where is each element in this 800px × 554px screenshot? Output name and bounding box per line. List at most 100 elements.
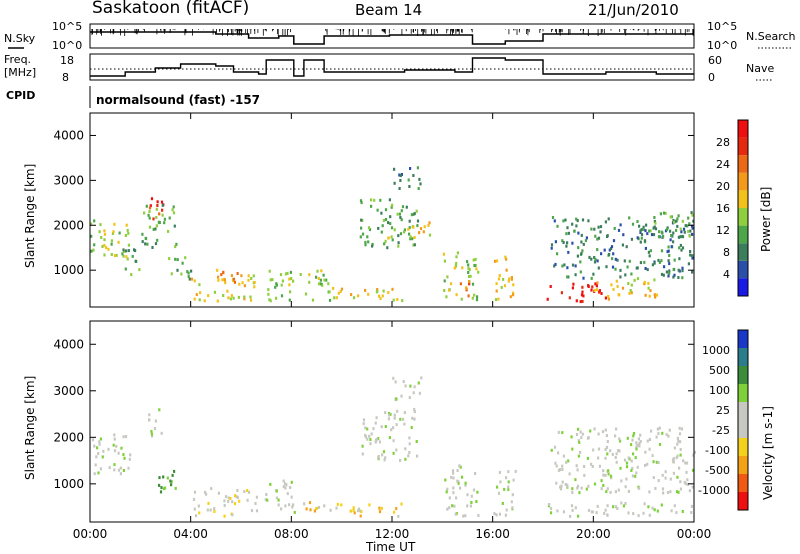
- range-cell: [236, 272, 239, 275]
- colorbar-tick-label: 1000: [702, 344, 730, 357]
- colorbar-tick-label: -100: [705, 444, 730, 457]
- range-cell: [667, 274, 670, 278]
- range-cell: [597, 266, 600, 270]
- range-cell: [682, 459, 685, 463]
- range-cell: [456, 251, 459, 255]
- range-cell: [691, 270, 694, 274]
- range-cell: [407, 227, 410, 231]
- range-cell: [587, 436, 590, 440]
- time-axis: 00:00 04:00 08:00 12:00 16:00 20:00 00:00: [73, 113, 711, 541]
- range-cell: [660, 259, 663, 263]
- range-cell: [113, 254, 117, 258]
- range-cell: [362, 422, 365, 426]
- range-cell: [252, 274, 255, 278]
- range-cell: [561, 480, 564, 484]
- range-cell: [658, 443, 662, 446]
- range-cell: [636, 277, 640, 281]
- range-cell: [591, 465, 594, 468]
- range-cell: [575, 464, 578, 468]
- range-cell: [455, 496, 458, 500]
- range-cell: [227, 296, 230, 300]
- range-cell: [146, 242, 149, 246]
- range-cell: [672, 268, 675, 272]
- range-cell: [607, 297, 610, 301]
- range-cell: [591, 285, 594, 289]
- range-cell: [593, 227, 596, 231]
- range-cell: [361, 452, 364, 456]
- range-cell: [362, 418, 366, 422]
- colorbar-swatch: [738, 420, 748, 438]
- range-cell: [677, 439, 680, 443]
- range-cell: [383, 242, 386, 246]
- range-cell: [361, 232, 365, 236]
- range-cell: [247, 278, 250, 282]
- range-cell: [267, 292, 270, 296]
- range-cell: [399, 417, 402, 421]
- range-cell: [639, 231, 642, 234]
- range-cell: [148, 210, 151, 213]
- range-cell: [621, 243, 624, 247]
- range-cell: [556, 224, 559, 228]
- range-cell: [395, 507, 398, 511]
- colorbar-tick-label: 20: [716, 180, 730, 193]
- range-cell: [377, 226, 380, 230]
- range-cell: [595, 284, 598, 288]
- nsky-frame: [89, 23, 695, 49]
- range-cell: [428, 221, 431, 225]
- range-cell: [561, 431, 564, 435]
- range-cell: [180, 272, 183, 276]
- range-cell: [676, 224, 679, 228]
- range-cell: [391, 238, 394, 242]
- range-cell: [249, 295, 252, 299]
- range-cell: [447, 288, 451, 292]
- range-cell: [672, 457, 675, 461]
- range-cell: [624, 485, 627, 489]
- range-cell: [328, 298, 332, 302]
- range-cell: [402, 380, 405, 384]
- range-cell: [395, 397, 398, 401]
- colorbar-swatch: [738, 137, 748, 156]
- range-cell: [443, 279, 446, 283]
- range-cell: [186, 270, 189, 274]
- range-cell: [556, 252, 559, 256]
- range-cell: [606, 513, 609, 517]
- range-cell: [360, 201, 363, 205]
- x-tick-label: 16:00: [475, 527, 510, 541]
- range-cell: [468, 280, 471, 284]
- range-cell: [97, 471, 100, 475]
- range-cell: [384, 456, 387, 460]
- range-cell: [230, 294, 233, 298]
- range-cell: [606, 235, 609, 238]
- range-cell: [644, 293, 647, 297]
- x-axis-label: Time UT: [365, 540, 416, 554]
- range-cell: [590, 276, 593, 280]
- range-cell: [418, 391, 421, 395]
- range-cell: [461, 475, 464, 479]
- nsky-tick-bottom: 10^0: [52, 39, 82, 52]
- range-cell: [460, 297, 463, 301]
- range-cell: [507, 480, 510, 484]
- range-cell: [169, 479, 172, 483]
- range-cell: [445, 490, 448, 494]
- range-cell: [128, 457, 131, 461]
- range-cell: [404, 457, 407, 461]
- range-cell: [647, 250, 650, 254]
- range-cell: [384, 239, 387, 243]
- range-cell: [122, 453, 125, 457]
- range-cell: [254, 502, 257, 505]
- range-cell: [450, 475, 453, 479]
- range-cell: [655, 293, 659, 297]
- range-cell: [462, 514, 465, 518]
- range-cell: [616, 258, 619, 262]
- range-cell: [277, 498, 280, 502]
- range-cell: [505, 508, 508, 512]
- range-cell: [241, 281, 244, 285]
- range-cell: [266, 498, 269, 502]
- range-cell: [475, 500, 478, 503]
- range-cell: [576, 468, 579, 472]
- range-cell: [221, 278, 224, 282]
- range-cell: [364, 426, 367, 430]
- range-cell: [635, 445, 638, 449]
- range-cell: [570, 435, 573, 439]
- range-cell: [553, 264, 556, 268]
